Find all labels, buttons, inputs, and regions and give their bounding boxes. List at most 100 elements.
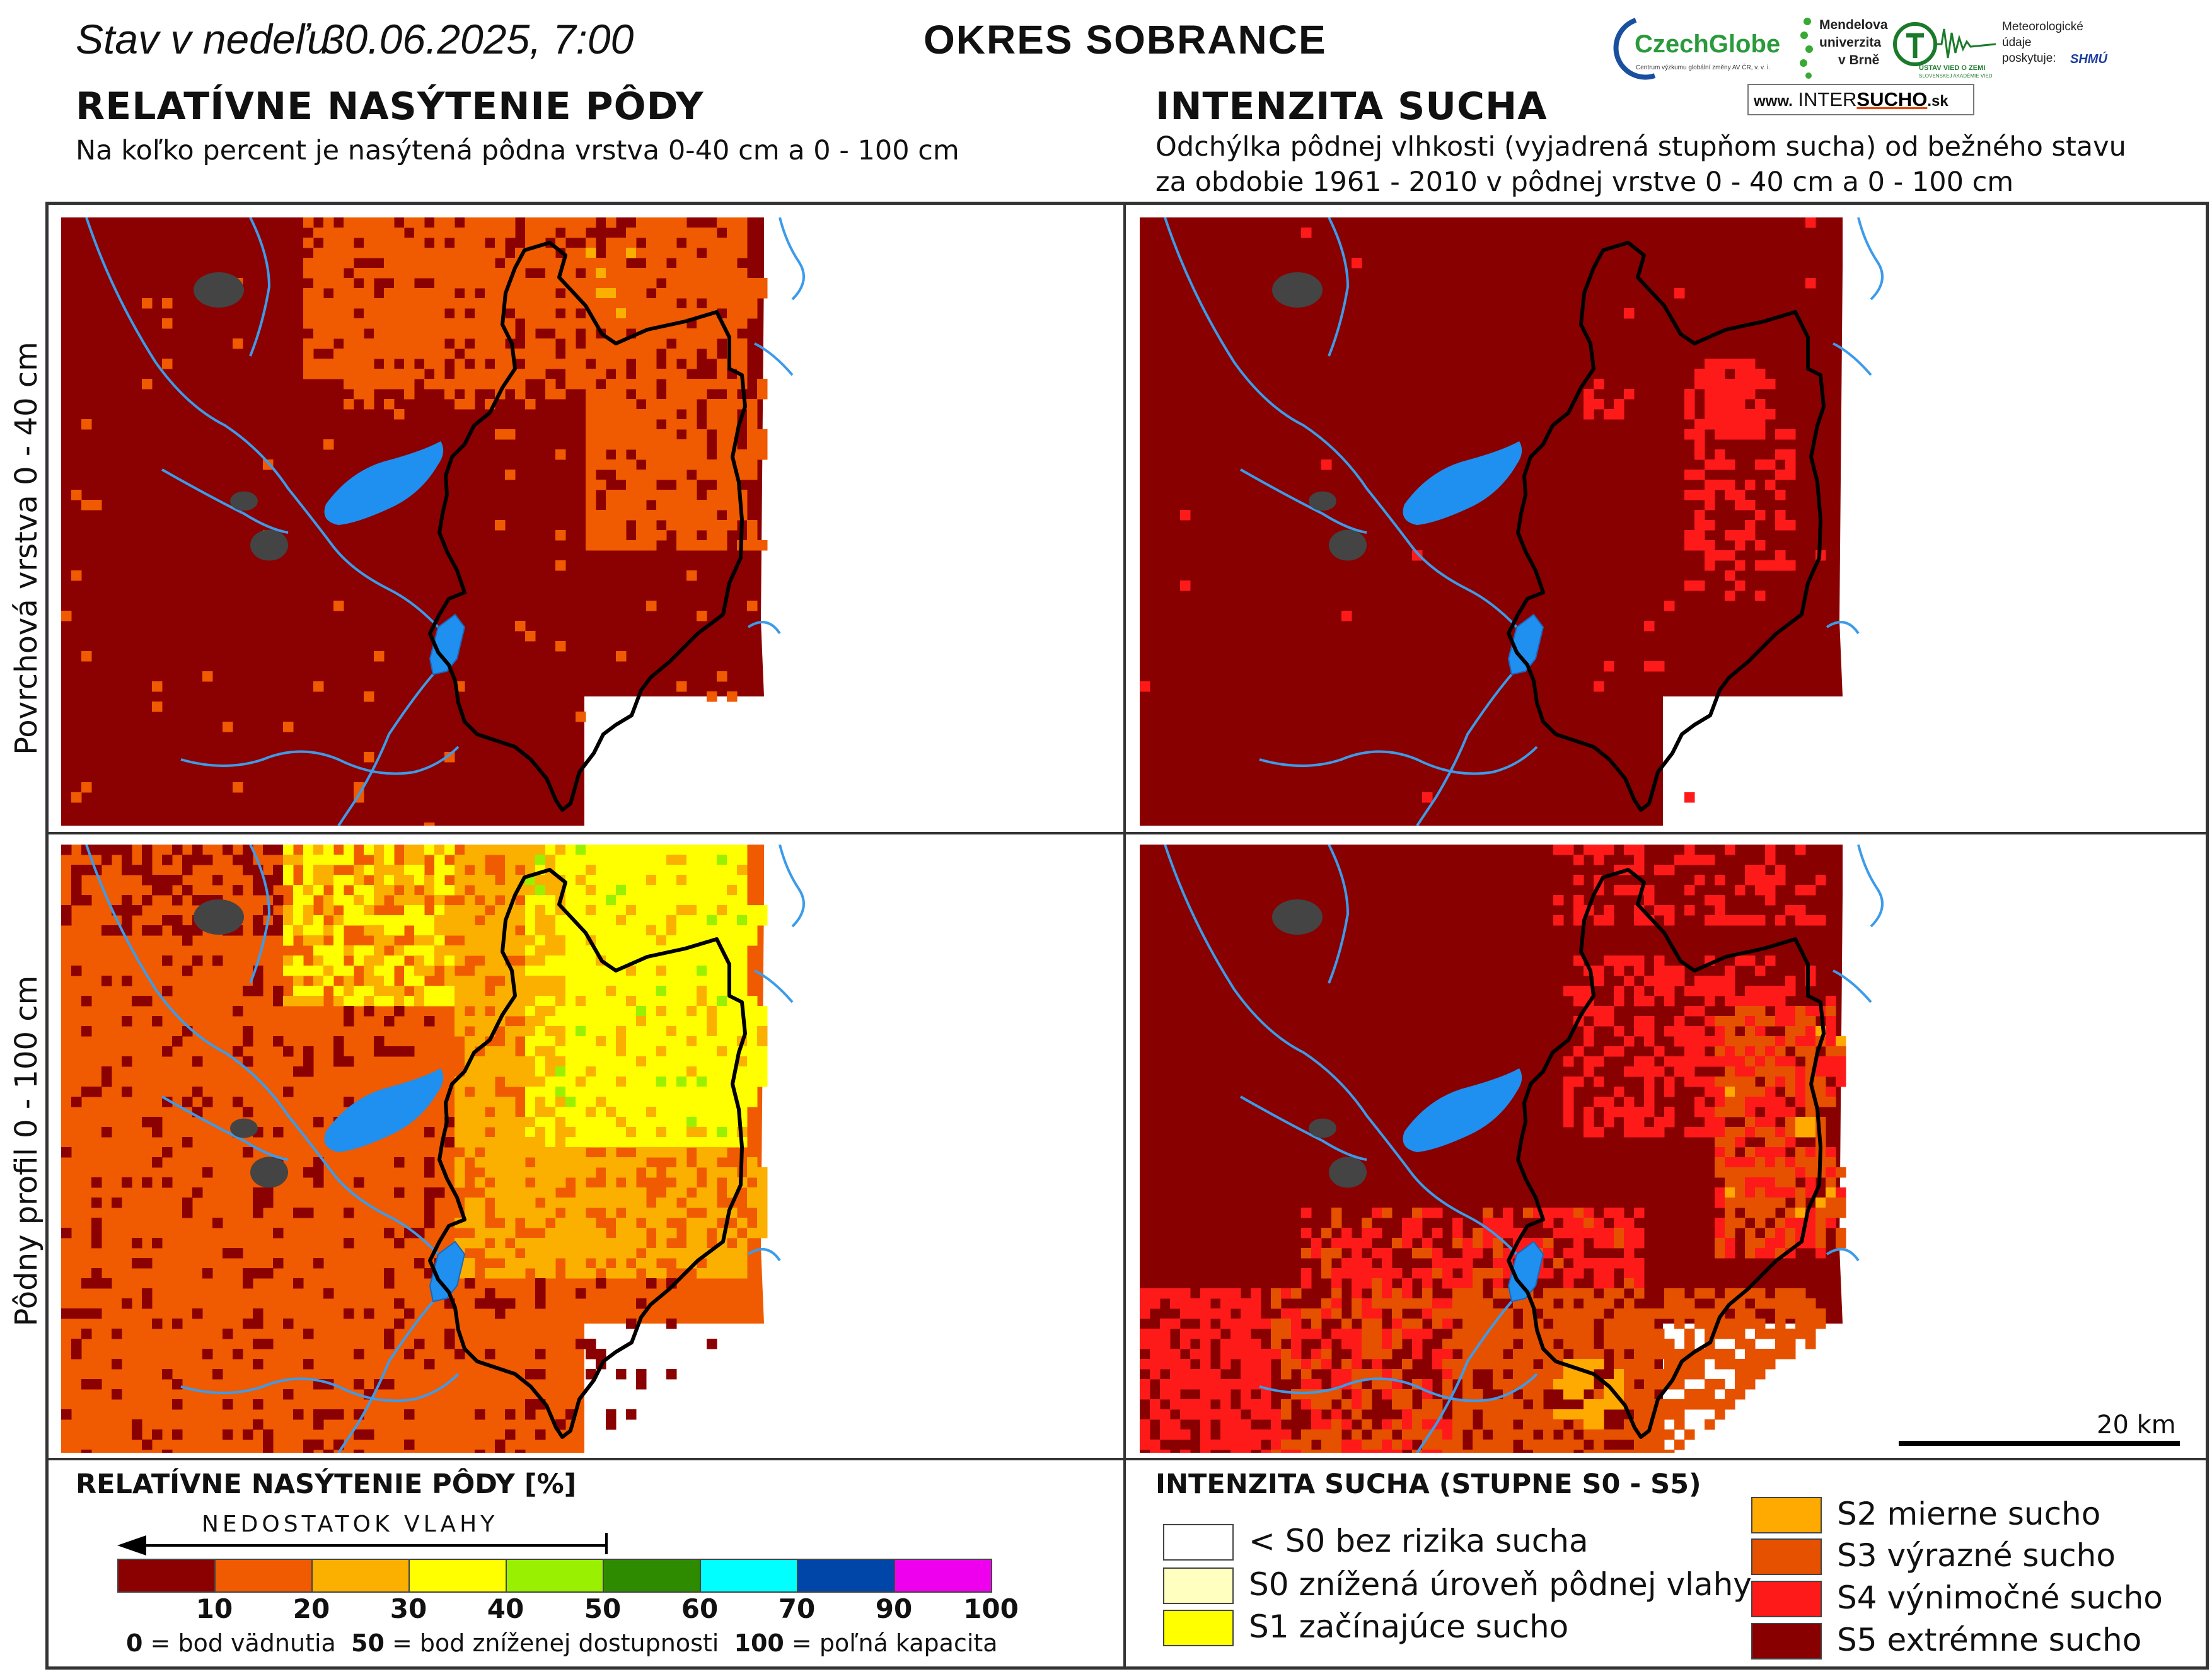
drought-heading: INTENZITA SUCHA [1155,84,1548,129]
note-fifty-value: 50 [351,1629,385,1657]
lake [1403,1068,1522,1152]
shmu-logo: SHMÚ [2070,52,2107,66]
map-base-fill [1140,217,1843,826]
raster-cells [61,845,768,1453]
meteo-line3: poskytuje: [2002,52,2056,65]
note-hundred-value: 100 [734,1629,784,1657]
raster-cells [61,217,768,826]
town-area [1309,491,1336,511]
rivers [1164,217,1884,826]
map-drought-topsoil [1140,217,2192,826]
district-title: OKRES SOBRANCE [924,17,1327,62]
lake [324,1068,444,1152]
saturation-legend-title: RELATÍVNE NASÝTENIE PÔDY [%] [76,1469,577,1500]
town-area [1329,1157,1367,1188]
raster-cells [1140,217,1826,803]
drought-class-swatch [1751,1497,1822,1533]
lake [1403,441,1522,525]
town-area [1272,899,1323,935]
deficit-arrow-label: NEDOSTATOK VLAHY [202,1511,499,1537]
mendel-dots-icon [1800,18,1813,79]
saturation-heading: RELATÍVNE NASÝTENIE PÔDY [76,84,704,129]
czechglobe-caption: Centrum výzkumu globální změny AV ČR, v.… [1636,64,1770,71]
mendel-line1: Mendelova [1819,18,1888,32]
town-area [1272,272,1323,308]
drought-class-label: S3 výrazné sucho [1837,1537,2116,1574]
saturation-class-swatch [603,1559,701,1593]
map-saturation-topsoil [61,217,1114,826]
town-area [230,491,258,511]
scale-bar-label: 20 km [2097,1411,2176,1440]
saturation-class-tick: 30 [390,1593,427,1624]
map-saturation-profile [61,845,1114,1453]
saturation-class-swatch [117,1559,216,1593]
drought-class-swatch [1163,1567,1234,1604]
saturation-legend-notes: 0 = bod vädnutia 50 = bod zníženej dostu… [126,1629,998,1657]
reservoir [1507,613,1544,676]
saturation-class-tick: 40 [487,1593,524,1624]
row-divider [45,832,2209,834]
czechglobe-logo: CzechGlobe Centrum výzkumu globální změn… [1611,13,1793,82]
drought-class-swatch [1751,1581,1822,1617]
drought-subtitle-2: za obdobie 1961 - 2010 v pôdnej vrstve 0… [1155,166,2014,198]
district-border [1507,241,1826,812]
center-divider [1123,202,1126,1670]
czechglobe-swoosh-icon [1613,18,1656,80]
reservoir [429,613,466,676]
web-domain: .sk [1927,93,1949,110]
saturation-class-swatch [311,1559,410,1593]
drought-subtitle-1: Odchýlka pôdnej vlhkosti (vyjadrená stup… [1155,131,2126,163]
rivers [85,845,805,1453]
reservoir [429,1240,466,1303]
deficit-arrow-icon [117,1533,608,1556]
district-border [428,241,747,812]
district-border [428,868,747,1439]
meteo-line1: Meteorologické [2002,20,2083,33]
saturation-class-swatch [408,1559,507,1593]
town-area [1329,529,1367,561]
saturation-class-swatch [214,1559,313,1593]
status-datetime: 30.06.2025, 7:00 [321,16,634,62]
district-border [1507,868,1826,1439]
saturation-class-tick: 60 [681,1593,719,1624]
saturation-class-tick: 70 [778,1593,816,1624]
town-area [250,1157,288,1188]
saturation-class-swatch [700,1559,798,1593]
town-area [250,529,288,561]
note-zero-value: 0 [126,1629,143,1657]
drought-class-label: S2 mierne sucho [1837,1496,2101,1532]
meteo-provider: Meteorologické údaje poskytuje: SHMÚ [2002,19,2107,82]
drought-class-label: < S0 bez rizika sucha [1249,1523,1589,1559]
saturation-class-tick: 20 [292,1593,330,1624]
town-area [194,272,244,308]
saturation-class-swatch [797,1559,895,1593]
web-inter: INTER [1798,88,1857,110]
map-drought-profile [1140,845,2192,1453]
drought-class-label: S4 výnimočné sucho [1837,1579,2163,1616]
seismograph-icon [1893,22,1996,66]
town-area [230,1118,258,1138]
reservoir [1507,1240,1544,1303]
intersucho-link[interactable]: www. INTERSUCHO.sk [1747,84,1974,115]
town-area [1309,1118,1336,1138]
saturation-class-tick: 10 [195,1593,233,1624]
rivers [85,217,805,826]
drought-class-label: S1 začínajúce sucho [1249,1608,1569,1645]
web-sucho: SUCHO [1856,88,1928,110]
web-prefix: www. [1754,93,1793,110]
drought-class-swatch [1751,1538,1822,1575]
note-hundred-text: = poľná kapacita [784,1629,998,1657]
status-prefix: Stav v nedeľu [76,16,330,62]
row-label-bottom: Pôdny profil 0 - 100 cm [9,975,44,1327]
row-label-top: Povrchová vrstva 0 - 40 cm [9,342,44,755]
ustav-caption: SLOVENSKEJ AKADÉMIE VIED [1919,73,1993,79]
drought-class-label: S0 znížená úroveň pôdnej vlahy [1249,1566,1752,1603]
drought-legend-title: INTENZITA SUCHA (STUPNE S0 - S5) [1155,1469,1701,1500]
saturation-class-swatch [506,1559,604,1593]
mendel-logo: Mendelova univerzita v Brně [1798,16,1892,86]
legend-divider [45,1458,2209,1460]
saturation-subtitle: Na koľko percent je nasýtená pôdna vrstv… [76,135,959,166]
saturation-class-tick: 100 [963,1593,1019,1624]
saturation-class-tick: 90 [875,1593,913,1624]
status-date: Stav v nedeľu30.06.2025, 7:00 [76,15,634,63]
